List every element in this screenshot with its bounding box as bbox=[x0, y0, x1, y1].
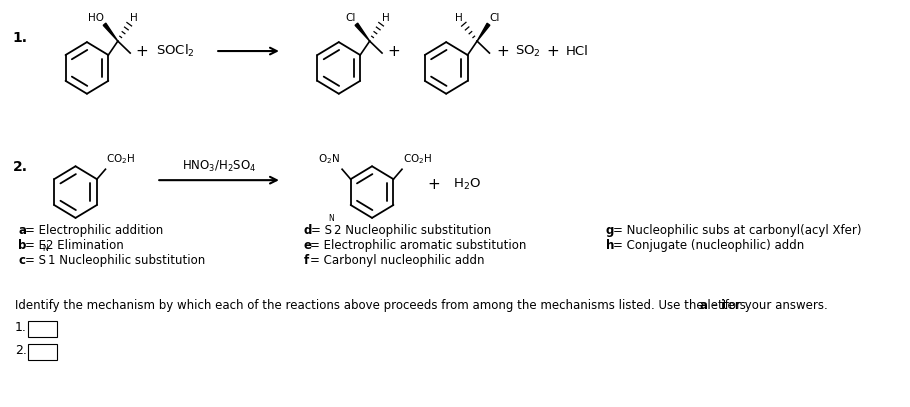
Text: Cl: Cl bbox=[345, 13, 356, 23]
Text: H: H bbox=[382, 13, 389, 23]
Text: for your answers.: for your answers. bbox=[721, 299, 827, 312]
Text: 2.: 2. bbox=[13, 160, 28, 174]
Text: e: e bbox=[304, 239, 311, 252]
Text: HNO$_3$/H$_2$SO$_4$: HNO$_3$/H$_2$SO$_4$ bbox=[182, 159, 257, 174]
Text: b: b bbox=[18, 239, 27, 252]
Text: 2.: 2. bbox=[15, 344, 26, 357]
Text: +: + bbox=[388, 44, 400, 59]
Text: = E2 Elimination: = E2 Elimination bbox=[25, 239, 124, 252]
Bar bbox=[28, 321, 56, 337]
Polygon shape bbox=[477, 23, 490, 41]
Text: +: + bbox=[428, 177, 440, 192]
Text: = S: = S bbox=[311, 224, 332, 237]
Bar bbox=[28, 344, 56, 360]
Text: Identify the mechanism by which each of the reactions above proceeds from among : Identify the mechanism by which each of … bbox=[15, 299, 749, 312]
Text: d: d bbox=[304, 224, 312, 237]
Text: a: a bbox=[18, 224, 26, 237]
Text: = Nucleophilic subs at carbonyl(acyl Xfer): = Nucleophilic subs at carbonyl(acyl Xfe… bbox=[613, 224, 862, 237]
Text: H$_2$O: H$_2$O bbox=[453, 177, 480, 192]
Text: 2 Nucleophilic substitution: 2 Nucleophilic substitution bbox=[334, 224, 491, 237]
Polygon shape bbox=[103, 23, 117, 41]
Text: SOCl$_2$: SOCl$_2$ bbox=[157, 43, 195, 59]
Text: = S: = S bbox=[25, 254, 46, 267]
Text: H: H bbox=[455, 13, 463, 23]
Text: CO$_2$H: CO$_2$H bbox=[106, 153, 136, 166]
Text: c: c bbox=[18, 254, 25, 267]
Text: = Electrophilic aromatic substitution: = Electrophilic aromatic substitution bbox=[310, 239, 527, 252]
Text: = Electrophilic addition: = Electrophilic addition bbox=[25, 224, 164, 237]
Text: CO$_2$H: CO$_2$H bbox=[403, 153, 432, 166]
Text: N: N bbox=[329, 214, 334, 223]
Text: HO: HO bbox=[87, 13, 104, 23]
Text: +: + bbox=[136, 44, 148, 59]
Text: = Conjugate (nucleophilic) addn: = Conjugate (nucleophilic) addn bbox=[613, 239, 804, 252]
Text: HCl: HCl bbox=[566, 44, 589, 57]
Text: h: h bbox=[606, 239, 614, 252]
Text: a - i: a - i bbox=[700, 299, 725, 312]
Text: Cl: Cl bbox=[490, 13, 500, 23]
Text: N: N bbox=[42, 244, 48, 253]
Text: +: + bbox=[496, 44, 509, 59]
Text: = Carbonyl nucleophilic addn: = Carbonyl nucleophilic addn bbox=[310, 254, 485, 267]
Text: g: g bbox=[606, 224, 614, 237]
Text: f: f bbox=[304, 254, 308, 267]
Text: H: H bbox=[130, 13, 138, 23]
Polygon shape bbox=[355, 23, 369, 41]
Text: SO$_2$: SO$_2$ bbox=[515, 44, 541, 59]
Text: O$_2$N: O$_2$N bbox=[318, 153, 340, 166]
Text: 1 Nucleophilic substitution: 1 Nucleophilic substitution bbox=[48, 254, 206, 267]
Text: 1.: 1. bbox=[13, 31, 28, 45]
Text: +: + bbox=[546, 44, 559, 59]
Text: 1.: 1. bbox=[15, 321, 26, 334]
